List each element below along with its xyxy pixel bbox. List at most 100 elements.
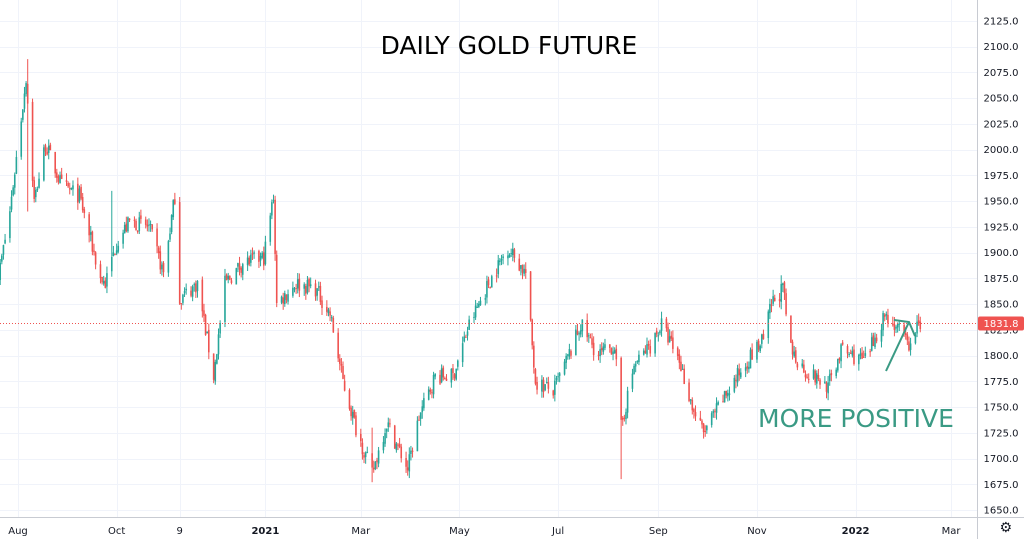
candle: [837, 358, 839, 373]
candle: [801, 359, 804, 369]
candle: [474, 299, 477, 320]
candle: [49, 142, 52, 151]
candle: [728, 386, 731, 401]
candle: [796, 361, 799, 371]
candle: [570, 349, 572, 359]
candle: [495, 268, 498, 283]
candle: [814, 369, 816, 386]
candle: [523, 264, 525, 277]
y-tick-label: 1950.0: [984, 197, 1019, 208]
candle: [751, 343, 753, 361]
candle: [419, 412, 422, 426]
candle: [292, 281, 294, 298]
candle: [555, 375, 558, 385]
candle: [9, 206, 11, 243]
candle: [610, 347, 613, 355]
candle: [88, 212, 90, 243]
candle: [406, 460, 409, 476]
candle: [473, 312, 475, 323]
candle: [361, 438, 364, 460]
candle: [298, 273, 301, 298]
candle: [744, 363, 747, 378]
candle: [654, 332, 656, 357]
candle: [773, 294, 776, 302]
candle: [178, 197, 181, 305]
candle: [882, 310, 884, 337]
last-price-value: 1831.8: [984, 319, 1019, 330]
candle: [46, 147, 48, 156]
candle: [714, 408, 716, 419]
candle: [148, 218, 150, 232]
candle: [114, 253, 116, 256]
candle: [557, 372, 559, 382]
candle: [350, 405, 352, 421]
candle: [500, 254, 503, 266]
candle: [722, 394, 724, 403]
candle: [159, 245, 162, 275]
y-tick-label: 2075.0: [984, 68, 1019, 79]
candle: [807, 373, 810, 384]
candle: [272, 194, 275, 204]
candle: [602, 342, 605, 355]
candle: [343, 374, 346, 392]
candle: [174, 192, 176, 206]
candle: [15, 150, 18, 175]
candle: [280, 295, 283, 305]
candle: [405, 451, 407, 473]
candle: [445, 374, 448, 382]
candle: [162, 261, 165, 278]
y-tick-label: 1850.0: [984, 300, 1019, 311]
candle: [717, 400, 719, 406]
candle: [271, 199, 273, 220]
candle: [757, 338, 760, 353]
candle: [565, 353, 567, 370]
candle: [521, 264, 524, 280]
candle: [827, 375, 829, 401]
candle: [846, 344, 849, 359]
candle: [440, 364, 443, 384]
candle: [778, 293, 781, 308]
candle: [909, 337, 912, 356]
candle: [167, 239, 170, 277]
price-axis[interactable]: 2125.0 2100.0 2075.0 2050.0 2025.0 2000.0 1975…: [984, 17, 1019, 517]
candle: [706, 424, 708, 434]
candle: [533, 341, 535, 374]
candle: [38, 172, 40, 189]
candle: [382, 436, 385, 454]
candle: [597, 350, 600, 361]
candle: [258, 249, 260, 268]
y-tick-label: 1800.0: [984, 351, 1019, 362]
candle: [914, 332, 917, 345]
candle: [203, 303, 205, 322]
candle: [306, 276, 309, 295]
candle: [780, 275, 783, 310]
candle: [214, 359, 217, 385]
candle: [554, 374, 556, 402]
candle: [683, 364, 685, 385]
candle: [418, 415, 420, 421]
candle: [262, 246, 265, 271]
gear-icon[interactable]: ⚙: [999, 520, 1012, 536]
candle: [552, 389, 555, 399]
candle: [563, 358, 566, 376]
candle: [885, 311, 888, 320]
candle: [240, 266, 242, 278]
candle: [633, 363, 635, 375]
candle: [208, 323, 210, 360]
candle: [680, 355, 682, 372]
candle: [366, 446, 369, 454]
candle: [694, 405, 697, 421]
time-axis[interactable]: Aug Oct 9 2021 Mar May Jul Sep Nov 2022 Mar: [8, 526, 961, 537]
candle: [68, 182, 71, 195]
candle: [819, 378, 821, 389]
candle: [112, 245, 115, 257]
chart-grid: [0, 0, 977, 517]
candle: [589, 333, 592, 339]
candle: [83, 206, 86, 219]
candle: [309, 277, 312, 289]
y-tick-label: 1975.0: [984, 171, 1019, 182]
candle: [89, 225, 92, 242]
candle: [219, 320, 221, 338]
candle: [497, 254, 500, 279]
candle: [238, 256, 241, 276]
